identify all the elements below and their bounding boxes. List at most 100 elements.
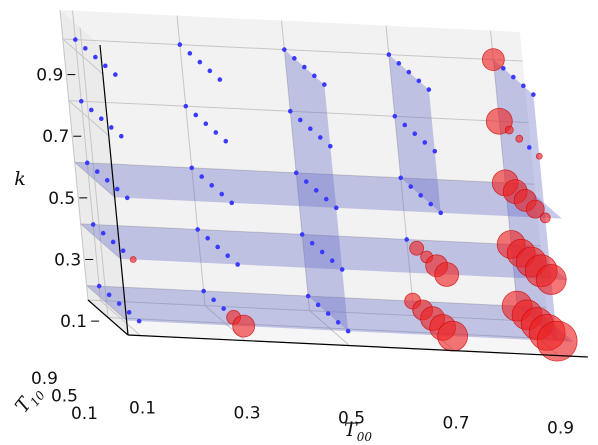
data-point-blue xyxy=(209,183,215,188)
x-axis-line xyxy=(127,334,588,358)
gridline-t00-back xyxy=(385,25,415,316)
z-tick-label: 0.9 xyxy=(36,66,63,86)
data-point-red xyxy=(535,152,543,160)
data-point-blue xyxy=(396,61,402,66)
z-axis-label: k xyxy=(14,168,26,190)
data-point-blue xyxy=(526,145,532,150)
data-point-blue xyxy=(322,82,327,87)
data-point-blue xyxy=(114,186,120,192)
data-point-blue xyxy=(327,143,333,149)
data-point-red xyxy=(504,125,514,135)
data-point-blue xyxy=(83,46,88,51)
data-point-red xyxy=(536,320,578,362)
data-point-blue xyxy=(408,184,414,189)
data-point-red xyxy=(437,320,469,352)
data-point-blue xyxy=(225,253,230,259)
gridline-k-back xyxy=(68,100,529,124)
gridline-t00-back xyxy=(176,15,206,306)
data-point-blue xyxy=(313,188,319,193)
data-point-blue xyxy=(418,193,424,198)
x-tick-label: 0.1 xyxy=(129,399,156,419)
data-point-blue xyxy=(193,112,199,118)
data-point-blue xyxy=(345,328,351,334)
y-tick-label: 0.9 xyxy=(31,369,58,389)
data-point-red xyxy=(232,314,256,338)
data-point-blue xyxy=(189,165,195,171)
data-point-blue xyxy=(124,195,130,201)
data-point-blue xyxy=(323,196,329,202)
data-point-blue xyxy=(88,107,94,113)
data-point-blue xyxy=(98,116,104,122)
data-point-red xyxy=(539,212,551,224)
data-point-blue xyxy=(93,54,98,60)
axes xyxy=(87,44,588,358)
data-point-blue xyxy=(197,59,203,65)
data-point-blue xyxy=(402,122,408,128)
data-point-blue xyxy=(90,222,96,227)
data-point-blue xyxy=(531,92,536,97)
data-point-blue xyxy=(73,37,78,42)
data-point-blue xyxy=(305,293,311,299)
data-point-blue xyxy=(217,77,223,82)
z-axis-line xyxy=(99,44,129,336)
x-axis-label: T00 xyxy=(344,419,372,444)
data-point-blue xyxy=(116,301,122,306)
data-point-blue xyxy=(501,66,506,71)
data-point-blue xyxy=(521,83,526,89)
data-point-red xyxy=(535,264,567,295)
data-point-blue xyxy=(199,174,205,179)
data-point-blue xyxy=(282,47,287,52)
data-point-blue xyxy=(428,201,434,207)
data-point-blue xyxy=(84,160,90,166)
data-point-blue xyxy=(319,249,325,255)
data-point-blue xyxy=(78,98,84,104)
gridline-t00-back xyxy=(72,10,102,301)
data-point-blue xyxy=(106,292,112,298)
data-point-blue xyxy=(126,310,132,315)
back-pane xyxy=(60,10,548,322)
data-point-blue xyxy=(103,63,108,69)
x-tick-label: 0.5 xyxy=(338,409,365,429)
y-tick-label: 0.5 xyxy=(51,387,78,407)
data-point-blue xyxy=(438,210,444,216)
data-point-blue xyxy=(120,248,126,254)
tick-labels: 0.10.30.50.70.90.1 0.3 0.5 0.7 0.90.10.50.9 xyxy=(31,66,574,439)
data-point-blue xyxy=(205,235,210,241)
data-point-blue xyxy=(203,121,209,127)
data-point-red xyxy=(434,262,460,287)
data-point-blue xyxy=(299,232,305,237)
gridline-t00-back xyxy=(281,20,311,311)
gridline-k-back xyxy=(80,223,541,247)
data-point-blue xyxy=(104,178,110,183)
data-point-blue xyxy=(315,302,321,308)
data-point-blue xyxy=(333,205,339,211)
data-point-blue xyxy=(211,297,216,303)
gridline-k-back xyxy=(74,161,535,185)
data-point-blue xyxy=(177,42,183,47)
data-point-blue xyxy=(329,258,335,264)
gridline-t10-side xyxy=(59,9,89,301)
data-point-red xyxy=(525,199,545,219)
data-point-blue xyxy=(113,72,118,77)
data-point-blue xyxy=(223,138,229,144)
data-point-blue xyxy=(100,230,106,236)
data-point-blue xyxy=(213,130,219,135)
data-point-blue xyxy=(136,318,142,324)
data-point-red xyxy=(481,48,505,71)
data-point-blue xyxy=(307,126,313,132)
data-point-blue xyxy=(312,73,317,79)
gridline-k-back xyxy=(86,285,547,308)
data-point-blue xyxy=(302,64,307,70)
gridline-t10-floor xyxy=(107,317,568,340)
data-point-blue xyxy=(432,148,438,154)
data-point-blue xyxy=(426,87,432,92)
data-point-blue xyxy=(416,78,422,84)
data-point-blue xyxy=(195,227,200,232)
data-point-blue xyxy=(386,52,392,57)
data-point-blue xyxy=(392,113,398,119)
data-point-blue xyxy=(511,74,516,80)
gridline-t10-floor xyxy=(87,299,548,323)
data-point-blue xyxy=(108,125,114,130)
data-point-red xyxy=(129,256,137,263)
